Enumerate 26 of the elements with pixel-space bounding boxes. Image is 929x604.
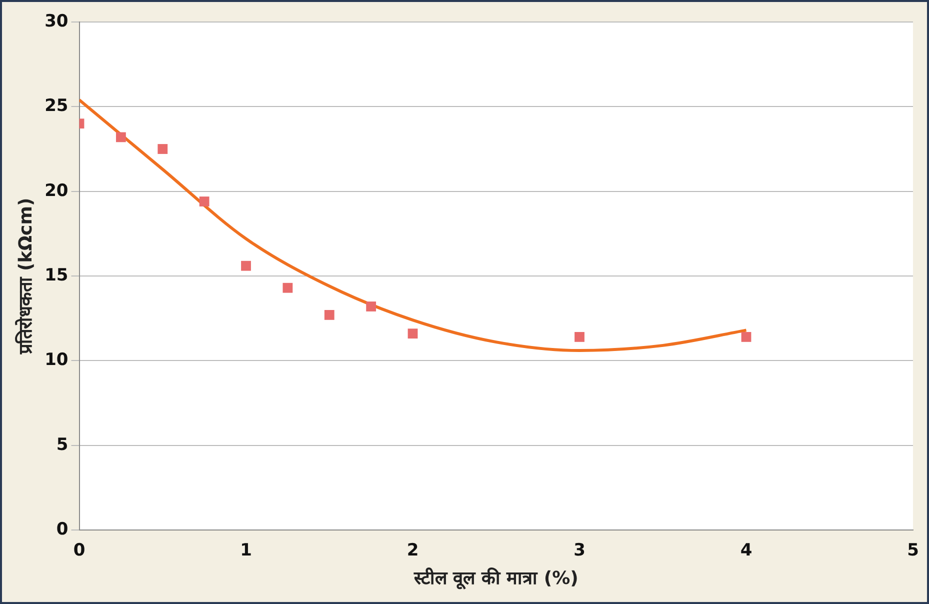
point <box>116 132 126 142</box>
point <box>408 328 418 339</box>
point <box>158 144 168 154</box>
x-tick-label: 3 <box>574 540 586 561</box>
x-tick-label: 2 <box>406 540 419 561</box>
x-tick-label: 4 <box>740 540 752 561</box>
y-tick-label: 30 <box>44 11 68 32</box>
point <box>199 196 210 206</box>
line-series <box>79 98 748 352</box>
y-tick-label: 15 <box>44 265 68 286</box>
x-axis-title: स्टील वूल की मात्रा (%) <box>412 566 578 590</box>
y-tick-label: 0 <box>56 519 68 540</box>
y-tick-label: 20 <box>44 180 68 201</box>
point <box>574 332 584 342</box>
x-tick-label: 5 <box>907 540 919 561</box>
point <box>282 282 293 293</box>
x-tick-label: 1 <box>240 540 252 561</box>
x-tick-label: 0 <box>73 540 86 561</box>
point <box>324 310 334 320</box>
y-tick-label: 5 <box>56 434 68 455</box>
point <box>241 260 251 271</box>
point <box>741 332 752 342</box>
point <box>366 302 376 312</box>
y-tick-label: 10 <box>44 350 68 370</box>
y-tick-label: 25 <box>44 96 68 116</box>
y-axis-title: प्रतिरोधकता (kΩcm) <box>14 198 36 356</box>
